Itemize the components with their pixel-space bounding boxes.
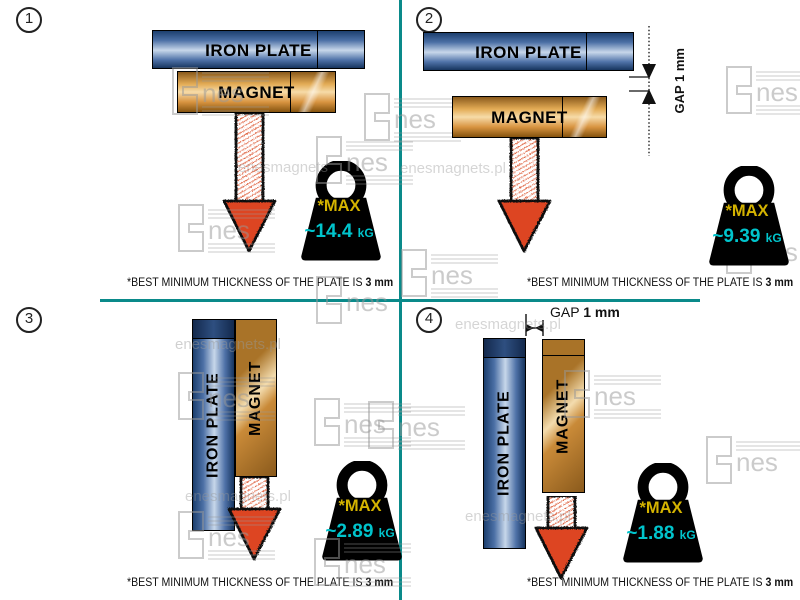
svg-text:nes: nes [208,215,250,245]
svg-text:nes: nes [208,522,250,552]
svg-text:nes: nes [346,147,388,177]
svg-text:nes: nes [736,447,778,477]
svg-text:nes: nes [756,77,798,107]
svg-text:nes: nes [202,78,244,108]
svg-text:nes: nes [208,383,250,413]
svg-text:nes: nes [594,381,636,411]
svg-text:nes: nes [344,409,386,439]
svg-text:nes: nes [344,549,386,579]
